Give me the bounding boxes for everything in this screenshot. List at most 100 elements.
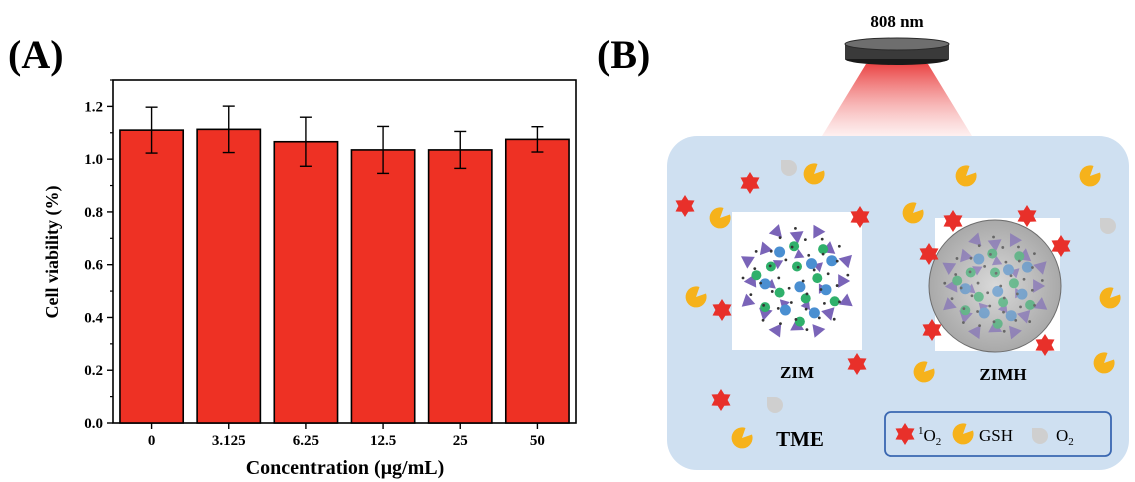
framework-atom bbox=[961, 321, 965, 324]
framework-atom bbox=[1014, 318, 1018, 322]
framework-atom bbox=[753, 267, 757, 271]
framework-atom bbox=[789, 301, 793, 304]
x-tick-label-25: 25 bbox=[453, 433, 468, 449]
framework-atom bbox=[950, 297, 954, 301]
framework-atom bbox=[1031, 266, 1034, 269]
bar-6.25 bbox=[273, 140, 339, 424]
x-tick-label-50: 50 bbox=[530, 433, 545, 449]
framework-atom bbox=[977, 244, 981, 248]
legend-singlet-oxygen-sup: 1 bbox=[918, 425, 924, 437]
framework-atom bbox=[1040, 279, 1044, 282]
framework-atom bbox=[794, 318, 798, 321]
framework-atom bbox=[749, 293, 753, 297]
zimh-framework-graphic bbox=[942, 232, 1048, 340]
framework-atom bbox=[1001, 246, 1005, 249]
framework-atom bbox=[768, 264, 772, 268]
y-tick-label-1.0: 1.0 bbox=[84, 152, 103, 168]
framework-atom bbox=[835, 259, 839, 263]
legend-singlet-oxygen: 1O2 bbox=[918, 425, 941, 448]
framework-atom bbox=[976, 281, 980, 285]
panel-a-label: (A) bbox=[8, 32, 64, 77]
zimh-label: ZIMH bbox=[979, 365, 1026, 384]
framework-atom bbox=[821, 252, 825, 256]
framework-atom bbox=[1019, 305, 1022, 309]
framework-atom bbox=[846, 273, 850, 277]
plot-frame bbox=[112, 79, 577, 424]
legend-oxygen-sub: 2 bbox=[1068, 436, 1074, 448]
framework-tetrahedron bbox=[759, 241, 773, 256]
framework-atom bbox=[805, 328, 809, 332]
bar-3.125 bbox=[196, 128, 262, 424]
framework-atom bbox=[986, 291, 990, 295]
framework-tetrahedron bbox=[1033, 279, 1046, 293]
framework-atom bbox=[989, 252, 992, 256]
zimh-nanoparticle: ZIMH bbox=[928, 218, 1062, 384]
framework-node-blue bbox=[759, 278, 771, 290]
framework-atom bbox=[970, 294, 974, 298]
framework-node-green bbox=[800, 293, 811, 304]
laser-wavelength-label: 808 nm bbox=[870, 12, 923, 31]
framework-tetrahedron bbox=[812, 324, 826, 338]
framework-tetrahedron bbox=[960, 248, 974, 263]
framework-atom bbox=[779, 322, 782, 325]
framework-node-green bbox=[789, 241, 800, 252]
framework-atom bbox=[805, 292, 809, 296]
framework-tetrahedron bbox=[794, 249, 805, 259]
framework-atom bbox=[794, 226, 797, 230]
framework-atom bbox=[807, 253, 811, 257]
framework-atom bbox=[994, 271, 998, 275]
framework-node-blue bbox=[826, 255, 838, 267]
framework-atom bbox=[1002, 329, 1006, 333]
framework-node-green bbox=[1025, 299, 1036, 310]
framework-atom bbox=[801, 279, 805, 283]
y-tick-label-1.2: 1.2 bbox=[84, 99, 103, 115]
framework-node-blue bbox=[774, 246, 786, 258]
y-tick-label-0.4: 0.4 bbox=[84, 310, 103, 326]
framework-node-green bbox=[760, 302, 771, 313]
oxygen-drop-icon bbox=[781, 160, 797, 176]
framework-tetrahedron bbox=[1009, 325, 1022, 340]
framework-atom bbox=[820, 237, 824, 241]
framework-node-blue bbox=[1016, 288, 1028, 300]
framework-atom bbox=[1015, 292, 1019, 296]
laser-beam bbox=[822, 64, 972, 136]
framework-tetrahedron bbox=[838, 274, 851, 288]
legend-singlet-oxygen-main: O bbox=[924, 426, 936, 445]
framework-atom bbox=[983, 264, 987, 268]
framework-atom bbox=[796, 265, 800, 269]
x-tick-label-0: 0 bbox=[148, 433, 156, 449]
framework-atom bbox=[784, 258, 788, 262]
framework-tetrahedron bbox=[741, 256, 755, 269]
framework-tetrahedron bbox=[768, 323, 782, 338]
framework-node-blue bbox=[808, 307, 820, 319]
framework-node-blue bbox=[1021, 261, 1033, 273]
framework-tetrahedron bbox=[968, 325, 981, 340]
framework-atom bbox=[962, 307, 966, 311]
framework-tetrahedron bbox=[768, 224, 782, 238]
framework-atom bbox=[988, 304, 992, 308]
framework-node-green bbox=[998, 297, 1009, 308]
legend-oxygen-main: O bbox=[1056, 426, 1068, 445]
laser-device-top bbox=[844, 37, 950, 51]
framework-tetrahedron bbox=[772, 260, 784, 270]
framework-atom bbox=[819, 288, 823, 291]
framework-atom bbox=[761, 318, 765, 322]
framework-tetrahedron bbox=[1017, 310, 1031, 324]
oxygen-drop-icon bbox=[767, 397, 783, 413]
framework-node-blue bbox=[992, 285, 1004, 297]
framework-atom bbox=[803, 238, 807, 242]
framework-node-blue bbox=[973, 253, 985, 265]
framework-atom bbox=[1017, 259, 1021, 263]
framework-atom bbox=[943, 281, 947, 285]
bar-series bbox=[119, 128, 570, 424]
framework-tetrahedron bbox=[838, 293, 853, 307]
zim-nanoparticle: ZIM bbox=[732, 212, 862, 382]
tme-label: TME bbox=[776, 427, 824, 451]
framework-tetrahedron bbox=[741, 293, 756, 307]
framework-node-green bbox=[973, 291, 984, 302]
framework-node-green bbox=[1014, 251, 1025, 262]
y-axis-label: Cell viability (%) bbox=[42, 186, 63, 319]
framework-atom bbox=[770, 290, 774, 293]
framework-atom bbox=[769, 249, 773, 253]
